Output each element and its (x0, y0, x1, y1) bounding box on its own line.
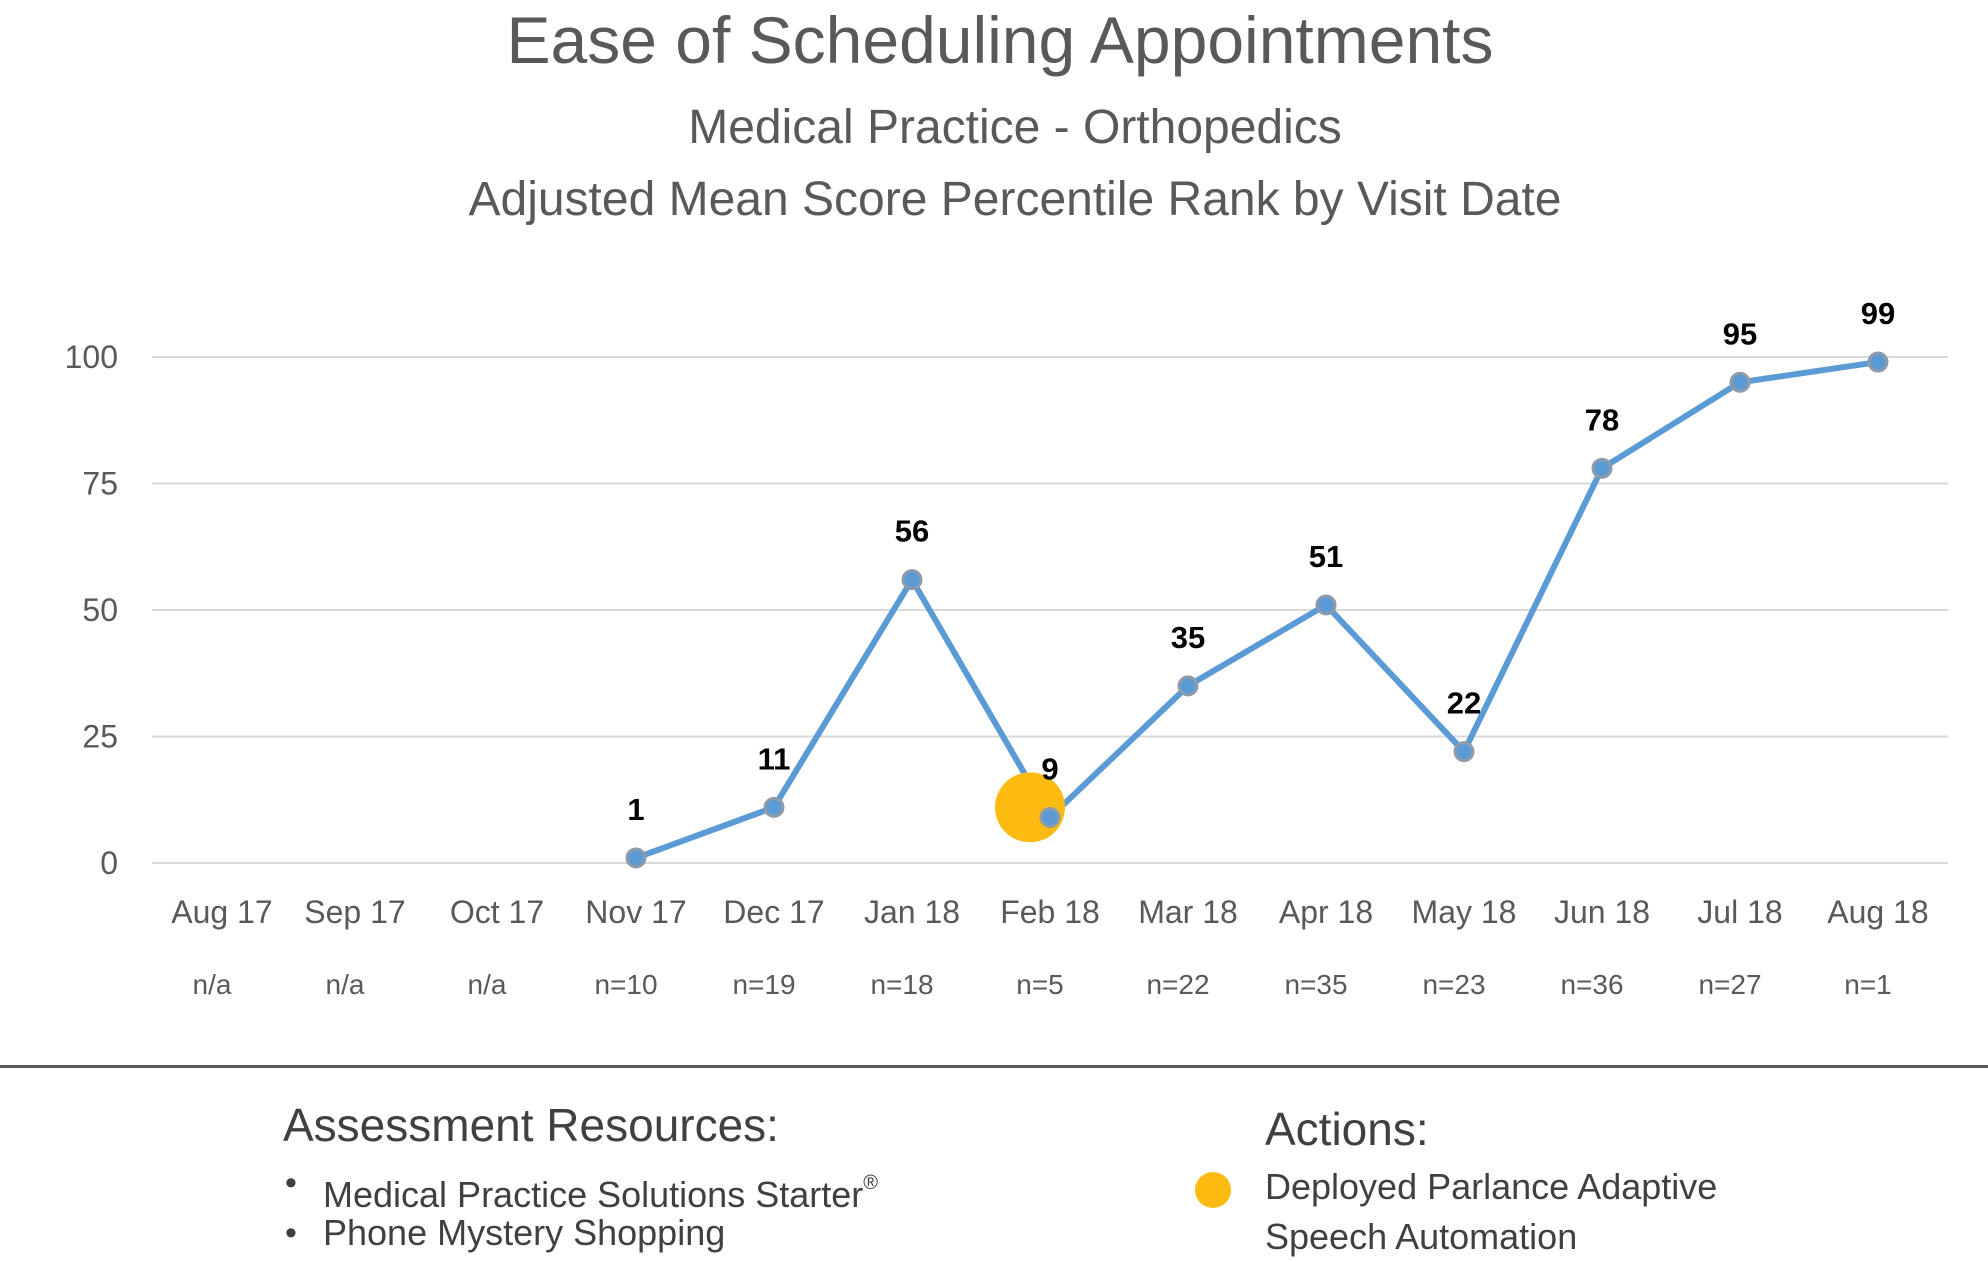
bullet-icon: • (285, 1214, 297, 1252)
registered-mark: ® (863, 1172, 878, 1194)
chart-title: Ease of Scheduling Appointments (506, 3, 1494, 77)
data-point (1591, 457, 1613, 479)
line-chart: 0 25 50 75 100 Aug 17 Sep 17 Oct 17 Nov 17 Dec 1… (65, 296, 1948, 1000)
y-tick-label: 0 (100, 845, 118, 881)
data-label: 11 (758, 741, 791, 776)
sample-size-label: n/a (326, 969, 365, 1000)
gridlines (152, 356, 1948, 864)
assessment-resources-heading: Assessment Resources: (283, 1099, 779, 1151)
y-tick-label: 25 (82, 719, 118, 755)
sample-size-label: n=10 (594, 969, 657, 1000)
data-label: 22 (1447, 686, 1481, 721)
sample-size-label: n=1 (1844, 969, 1892, 1000)
sample-size-label: n=18 (870, 969, 933, 1000)
x-tick-label: Apr 18 (1279, 894, 1373, 930)
assessment-resources-list: • Medical Practice Solutions Starter® • … (283, 1158, 878, 1258)
sample-size-label: n=36 (1560, 969, 1623, 1000)
sample-size-labels: n/a n/a n/a n=10 n=19 n=18 n=5 n=22 n=35 n=23 n=36… (193, 969, 1892, 1000)
bullet-icon: • (285, 1164, 297, 1202)
sample-size-label: n=23 (1422, 969, 1485, 1000)
sample-size-label: n/a (468, 969, 507, 1000)
resource-item-label: Phone Mystery Shopping (323, 1212, 726, 1253)
sample-size-label: n=19 (732, 969, 795, 1000)
data-label: 35 (1171, 620, 1205, 655)
action-dot-icon (1195, 1172, 1231, 1208)
chart-subtitle-practice: Medical Practice - Orthopedics (688, 101, 1342, 154)
y-tick-label: 75 (82, 466, 118, 502)
sample-size-label: n/a (193, 969, 232, 1000)
data-point (901, 569, 923, 591)
actions-legend: Actions: Deployed Parlance Adaptive Spee… (1195, 1102, 1785, 1262)
data-point (1453, 741, 1475, 763)
data-points (625, 351, 1889, 869)
sample-size-label: n=35 (1284, 969, 1347, 1000)
y-tick-label: 100 (65, 339, 118, 375)
x-tick-label: Jan 18 (864, 894, 960, 930)
data-point (1729, 371, 1751, 393)
actions-heading: Actions: (1265, 1103, 1429, 1155)
x-tick-label: Aug 18 (1827, 894, 1928, 930)
x-tick-label: Aug 17 (171, 894, 272, 930)
x-axis-tick-labels: Aug 17 Sep 17 Oct 17 Nov 17 Dec 17 Jan 18 Feb … (171, 894, 1928, 930)
x-tick-label: Dec 17 (723, 894, 824, 930)
data-point (1039, 806, 1061, 828)
resource-item: • Phone Mystery Shopping (283, 1208, 878, 1258)
sample-size-label: n=22 (1146, 969, 1209, 1000)
data-label: 56 (895, 514, 929, 549)
data-point (1867, 351, 1889, 373)
resource-item-label: Medical Practice Solutions Starter (323, 1174, 864, 1215)
x-tick-label: May 18 (1412, 894, 1517, 930)
data-label: 9 (1041, 751, 1058, 786)
chart-subtitle-metric: Adjusted Mean Score Percentile Rank by V… (468, 173, 1562, 226)
assessment-resources-legend: Assessment Resources: • Medical Practice… (283, 1098, 878, 1258)
data-label: 99 (1861, 296, 1895, 331)
data-label: 51 (1309, 539, 1343, 574)
sample-size-label: n=5 (1016, 969, 1064, 1000)
x-tick-label: Mar 18 (1138, 894, 1238, 930)
legend-divider (0, 1065, 1988, 1068)
data-point (1177, 675, 1199, 697)
data-label: 1 (627, 792, 644, 827)
x-tick-label: Feb 18 (1000, 894, 1100, 930)
y-tick-label: 50 (82, 592, 118, 628)
sample-size-label: n=27 (1698, 969, 1761, 1000)
data-point (625, 847, 647, 869)
x-tick-label: Nov 17 (585, 894, 686, 930)
y-axis-tick-labels: 0 25 50 75 100 (65, 339, 118, 881)
data-label: 78 (1585, 402, 1619, 437)
x-tick-label: Jul 18 (1697, 894, 1782, 930)
data-point (1315, 594, 1337, 616)
series-polyline (633, 359, 1881, 861)
x-tick-label: Jun 18 (1554, 894, 1650, 930)
resource-item: • Medical Practice Solutions Starter® (283, 1158, 878, 1215)
x-tick-label: Oct 17 (450, 894, 544, 930)
data-label: 95 (1723, 316, 1757, 351)
action-item-label: Deployed Parlance Adaptive Speech Automa… (1265, 1166, 1718, 1257)
data-point (763, 796, 785, 818)
action-item: Deployed Parlance Adaptive Speech Automa… (1195, 1162, 1785, 1262)
series-line (633, 359, 1881, 861)
x-tick-label: Sep 17 (304, 894, 405, 930)
